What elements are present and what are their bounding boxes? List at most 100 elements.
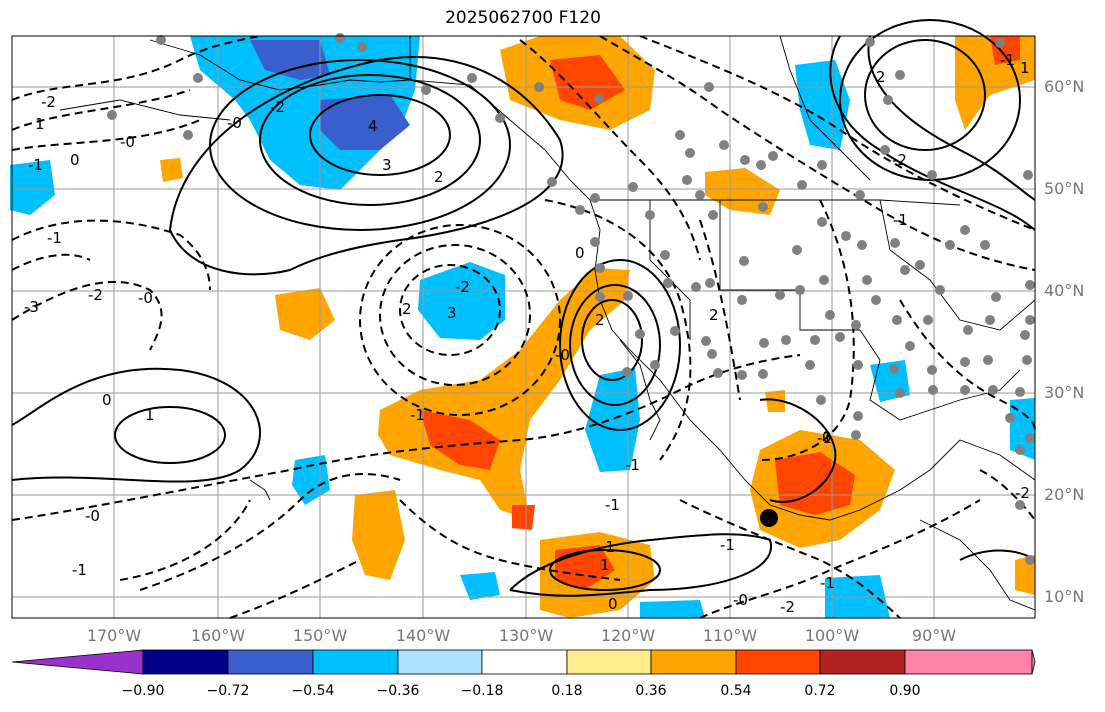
colorbar-tick-label: −0.36 (376, 683, 420, 699)
storm-center-marker (760, 509, 778, 527)
colorbar-segment (566, 649, 652, 675)
shade-neg-canada (795, 60, 850, 150)
contour-label: 2 (595, 311, 605, 329)
shade-pos-w (352, 490, 405, 580)
graticule (12, 36, 1035, 618)
contour-label: 1 (1020, 59, 1030, 77)
contour-label: 0 (70, 151, 80, 169)
colorbar-tick-label: 0.72 (804, 683, 836, 699)
colorbar-tick-label: −0.54 (291, 683, 335, 699)
contour-label: -1 (605, 496, 620, 514)
lon-label: 120°W (600, 626, 656, 645)
lat-label: 50°N (1044, 179, 1085, 198)
colorbar-segment (481, 649, 568, 675)
lat-label: 10°N (1044, 587, 1085, 606)
contour-label: -2 (270, 98, 285, 116)
lat-label: 40°N (1044, 281, 1085, 300)
contour-label: -2 (780, 598, 795, 616)
contour-label: 3 (447, 304, 457, 322)
contour-label: -0 (733, 591, 748, 609)
colorbar-tick-label: 0.90 (889, 683, 921, 699)
colorbar-segment (227, 649, 314, 675)
shade-neg-west (10, 160, 55, 215)
colorbar-segment (904, 649, 1033, 675)
colorbar-tick-label: −0.90 (121, 683, 165, 699)
colorbar-tick-label: 0.54 (720, 683, 752, 699)
shade-neg-gulf-alaska-core2 (320, 95, 410, 150)
lon-label: 100°W (804, 626, 860, 645)
contour-label: -0 (120, 133, 135, 151)
lon-label: 150°W (292, 626, 348, 645)
contour-label: -1 (893, 211, 908, 229)
contour-label: -1 (720, 536, 735, 554)
contour-labels: 2 1 0 4 3 2 -1 -2 -0 -2 -1 -0 3 -2 -3 2 … (24, 51, 1030, 616)
contour-label: -2 (455, 278, 470, 296)
shade-neg-s1 (460, 572, 500, 600)
lon-label: 110°W (702, 626, 758, 645)
contour-label: -1 (28, 156, 43, 174)
shade-pos-main-core2 (512, 505, 535, 530)
shade-pos-dot1 (160, 158, 183, 182)
lon-label: 160°W (190, 626, 246, 645)
contour-label: -1 (600, 538, 615, 556)
contour-label: -1 (1000, 51, 1015, 69)
contour-label: 0 (102, 391, 112, 409)
colorbar-tick-label: −0.72 (206, 683, 250, 699)
shading-layer (10, 36, 1035, 618)
contour-label: -0 (85, 507, 100, 525)
shade-pos-canada (705, 168, 780, 215)
shade-pos-main-core (420, 410, 500, 470)
contour-label: -1 (47, 229, 62, 247)
contour-label: 4 (368, 117, 378, 135)
contour-label: -0 (138, 289, 153, 307)
contour-label: 0 (575, 244, 585, 262)
lon-label: 90°W (911, 626, 957, 645)
contour-label: 2 (402, 300, 412, 318)
contour-label: -1 (410, 406, 425, 424)
contour-label: 0 (822, 428, 832, 446)
colorbar-segment (819, 649, 906, 675)
contour-label: 2 (876, 68, 886, 86)
contour-label: 2 (709, 306, 719, 324)
shade-pos-nw (275, 288, 335, 340)
contour-label: -0 (227, 114, 242, 132)
shade-pos-main (378, 268, 630, 520)
contours-dashed (11, 35, 1036, 619)
map-title: 2025062700 F120 (445, 8, 601, 28)
map-frame (11, 35, 1036, 619)
colorbar-segment (735, 649, 821, 675)
colorbar-tick-label: 0.36 (635, 683, 667, 699)
shade-pos-small (765, 390, 785, 412)
colorbar-segment (312, 649, 399, 675)
colorbar-segment (650, 649, 737, 675)
shade-neg-eastern (1010, 398, 1035, 460)
shade-neg-baja (585, 368, 640, 472)
contour-label: 1 (35, 115, 45, 133)
colorbar-tick-label: −0.18 (460, 683, 504, 699)
contour-label: -1 (72, 561, 87, 579)
contour-label: 0 (608, 595, 618, 613)
lon-label: 170°W (86, 626, 142, 645)
contour-label: -2 (88, 286, 103, 304)
contour-label: -1 (817, 429, 832, 447)
lon-label: 130°W (498, 626, 554, 645)
colorbar-segment (11, 649, 144, 675)
lat-label: 30°N (1044, 383, 1085, 402)
colorbar-segment (397, 649, 483, 675)
contour-label: 2 (434, 168, 444, 186)
station-dots (107, 33, 1035, 565)
lat-label: 20°N (1044, 485, 1085, 504)
colorbar (11, 649, 1036, 675)
shade-neg-mid-pacific (418, 262, 505, 340)
contour-label: -2 (41, 93, 56, 111)
lon-label: 140°W (395, 626, 451, 645)
contour-label: -2 (1015, 484, 1030, 502)
contour-label: 3 (382, 156, 392, 174)
shade-pos-alaska-core (550, 55, 625, 110)
contour-label: -0 (555, 346, 570, 364)
contour-label: -3 (24, 298, 39, 316)
shade-neg-gulf-alaska-core (250, 40, 330, 80)
contour-label: -1 (625, 456, 640, 474)
contour-label: 1 (600, 556, 610, 574)
contour-label: -1 (820, 574, 835, 592)
